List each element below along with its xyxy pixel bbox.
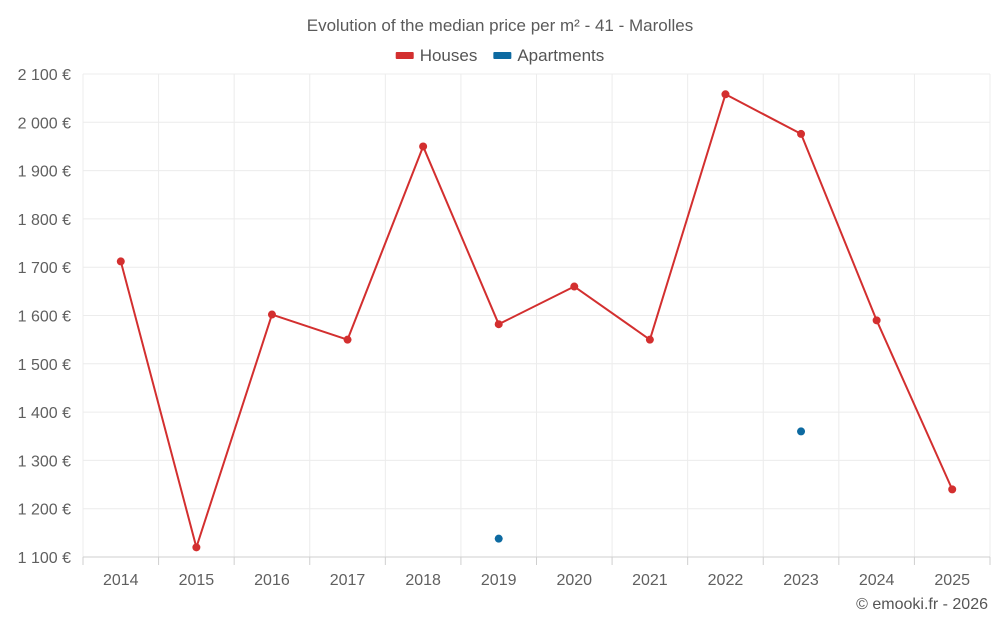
data-point-houses[interactable] [721,90,730,99]
y-tick-label: 1 700 € [18,260,71,277]
x-tick-label: 2016 [254,572,290,589]
legend-label: Houses [420,46,478,65]
x-tick-label: 2015 [179,572,215,589]
x-tick-label: 2018 [405,572,441,589]
legend-swatch [493,52,512,59]
legend-item-apartments[interactable]: Apartments [493,46,604,65]
y-tick-label: 1 900 € [18,164,71,181]
axes: 1 100 € 1 200 € 1 300 € 1 400 € 1 500 € 1 600… [18,67,991,589]
legend-item-houses[interactable]: Houses [395,46,478,65]
legend-swatch [395,52,414,59]
y-tick-label: 1 200 € [18,502,71,519]
y-tick-label: 2 100 € [18,67,71,84]
data-point-houses[interactable] [267,310,276,319]
y-tick-label: 1 800 € [18,212,71,229]
series-houses [116,90,957,552]
x-tick-label: 2021 [632,572,668,589]
series-layer [116,90,957,552]
chart-title: Evolution of the median price per m² - 4… [307,16,693,35]
legend-label: Apartments [517,46,604,65]
x-tick-label: 2024 [859,572,895,589]
y-tick-label: 1 100 € [18,550,71,567]
y-tick-label: 1 500 € [18,357,71,374]
y-tick-label: 1 400 € [18,405,71,422]
x-tick-label: 2017 [330,572,366,589]
data-point-houses[interactable] [645,335,654,344]
x-tick-label: 2019 [481,572,517,589]
data-point-houses[interactable] [192,543,201,552]
x-tick-label: 2014 [103,572,139,589]
credit-text: © emooki.fr - 2026 [856,596,988,613]
y-tick-label: 1 600 € [18,309,71,326]
x-tick-label: 2022 [708,572,744,589]
series-apartments [494,427,806,543]
data-point-houses[interactable] [419,142,428,151]
legend[interactable]: Houses Apartments [395,46,605,65]
data-point-apartments[interactable] [797,427,806,436]
data-point-houses[interactable] [797,129,806,138]
data-point-houses[interactable] [948,485,957,494]
y-tick-label: 2 000 € [18,115,71,132]
series-line-houses [119,93,954,549]
data-point-houses[interactable] [872,316,881,325]
data-point-houses[interactable] [343,335,352,344]
y-tick-label: 1 300 € [18,453,71,470]
data-point-houses[interactable] [570,282,579,291]
x-tick-label: 2023 [783,572,819,589]
data-point-houses[interactable] [494,320,503,329]
x-tick-label: 2025 [934,572,970,589]
data-point-houses[interactable] [116,257,125,266]
x-tick-label: 2020 [556,572,592,589]
data-point-apartments[interactable] [494,534,503,543]
grid-lines [82,73,991,557]
